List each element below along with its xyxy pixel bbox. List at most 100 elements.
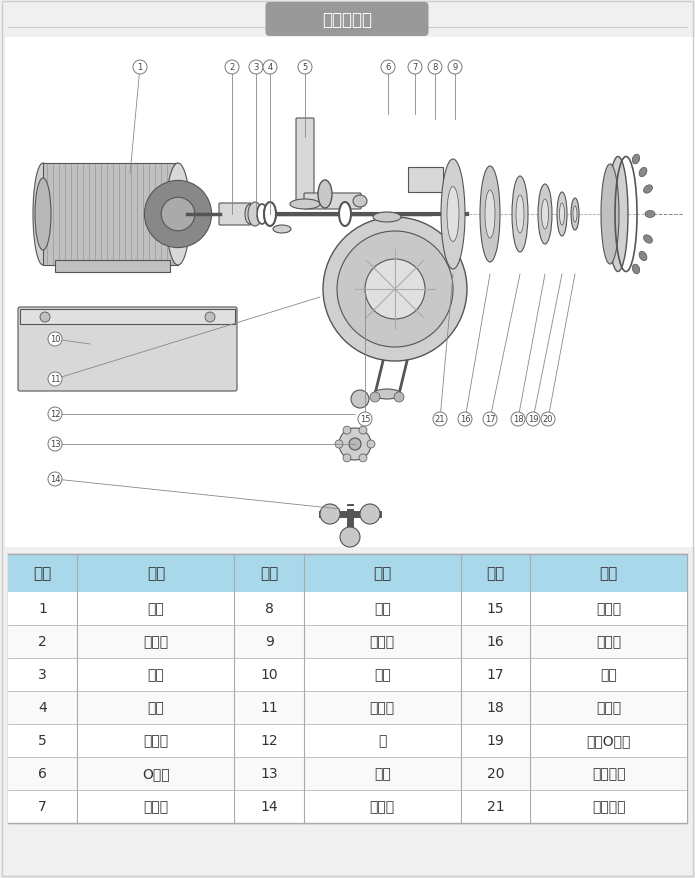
Circle shape [339, 428, 371, 460]
Text: 4: 4 [38, 701, 47, 715]
Ellipse shape [639, 252, 647, 262]
Text: 14: 14 [260, 800, 278, 814]
Text: 18: 18 [513, 415, 523, 424]
Circle shape [320, 505, 340, 524]
Text: 5: 5 [302, 63, 308, 72]
Text: 19: 19 [528, 415, 538, 424]
FancyBboxPatch shape [296, 119, 314, 205]
Text: 12: 12 [260, 734, 278, 748]
Text: 轴承: 轴承 [147, 668, 164, 681]
Ellipse shape [273, 226, 291, 234]
Circle shape [343, 454, 351, 463]
Circle shape [249, 61, 263, 75]
Bar [8, 658, 687, 691]
Text: 14: 14 [50, 475, 60, 484]
Ellipse shape [447, 187, 459, 242]
Circle shape [511, 413, 525, 427]
Ellipse shape [632, 265, 639, 275]
Text: 进料口: 进料口 [370, 701, 395, 715]
Circle shape [48, 437, 62, 451]
Ellipse shape [639, 169, 647, 177]
Circle shape [367, 441, 375, 449]
Bar [408, 168, 443, 193]
Bar [20, 310, 235, 325]
Bar [8, 593, 687, 625]
Text: 11: 11 [50, 375, 60, 384]
Text: 中间体: 中间体 [143, 800, 168, 814]
Text: 16: 16 [486, 635, 505, 649]
Circle shape [48, 372, 62, 386]
Text: 出料口: 出料口 [143, 734, 168, 748]
Ellipse shape [353, 196, 367, 208]
Circle shape [381, 61, 395, 75]
Ellipse shape [35, 179, 51, 251]
Text: 13: 13 [260, 766, 278, 781]
Circle shape [359, 454, 367, 463]
Circle shape [225, 61, 239, 75]
Text: 标牌: 标牌 [374, 601, 391, 615]
FancyBboxPatch shape [304, 194, 361, 210]
Text: 7: 7 [412, 63, 418, 72]
Text: 球座: 球座 [374, 766, 391, 781]
Text: 1: 1 [38, 601, 47, 615]
FancyBboxPatch shape [265, 3, 429, 37]
Text: 3: 3 [253, 63, 259, 72]
Bar [8, 554, 687, 593]
Ellipse shape [485, 191, 495, 239]
Ellipse shape [516, 196, 524, 234]
Text: 21: 21 [486, 800, 504, 814]
Circle shape [458, 413, 472, 427]
Ellipse shape [248, 203, 262, 227]
Ellipse shape [480, 167, 500, 263]
Text: 9: 9 [265, 635, 274, 649]
Circle shape [428, 61, 442, 75]
Ellipse shape [538, 184, 552, 245]
Bar [8, 790, 687, 823]
Circle shape [408, 61, 422, 75]
Circle shape [133, 61, 147, 75]
Ellipse shape [166, 164, 190, 266]
Ellipse shape [257, 205, 267, 225]
Text: 偏心轴: 偏心轴 [143, 635, 168, 649]
Text: 连杆轴: 连杆轴 [596, 601, 621, 615]
Ellipse shape [441, 160, 465, 270]
Circle shape [541, 413, 555, 427]
Text: 连杆轴套: 连杆轴套 [592, 800, 626, 814]
Text: 8: 8 [265, 601, 274, 615]
Ellipse shape [245, 205, 255, 225]
Circle shape [323, 218, 467, 362]
Circle shape [349, 438, 361, 450]
Text: 9: 9 [452, 63, 457, 72]
Text: 10: 10 [260, 668, 278, 681]
Ellipse shape [512, 176, 528, 253]
Ellipse shape [644, 185, 653, 194]
Text: 21: 21 [435, 415, 445, 424]
Ellipse shape [645, 212, 655, 219]
Text: 13: 13 [49, 440, 60, 449]
Ellipse shape [318, 181, 332, 209]
Text: O型圈: O型圈 [142, 766, 170, 781]
Bar [55, 260, 170, 272]
Text: 球: 球 [378, 734, 386, 748]
Text: 3: 3 [38, 668, 47, 681]
Ellipse shape [264, 204, 276, 226]
Text: 序号: 序号 [260, 565, 278, 581]
Text: 5: 5 [38, 734, 47, 748]
Ellipse shape [632, 155, 639, 165]
Ellipse shape [264, 203, 276, 227]
Text: 20: 20 [486, 766, 504, 781]
Bar [43, 164, 178, 266]
Ellipse shape [290, 200, 320, 210]
Circle shape [263, 61, 277, 75]
Circle shape [337, 232, 453, 348]
Circle shape [483, 413, 497, 427]
Circle shape [365, 260, 425, 320]
Text: 2: 2 [38, 635, 47, 649]
Ellipse shape [608, 157, 628, 272]
Text: 产品分解图: 产品分解图 [322, 11, 372, 29]
Circle shape [526, 413, 540, 427]
Circle shape [298, 61, 312, 75]
Bar [5, 38, 695, 547]
Ellipse shape [33, 164, 53, 266]
Ellipse shape [559, 204, 564, 226]
